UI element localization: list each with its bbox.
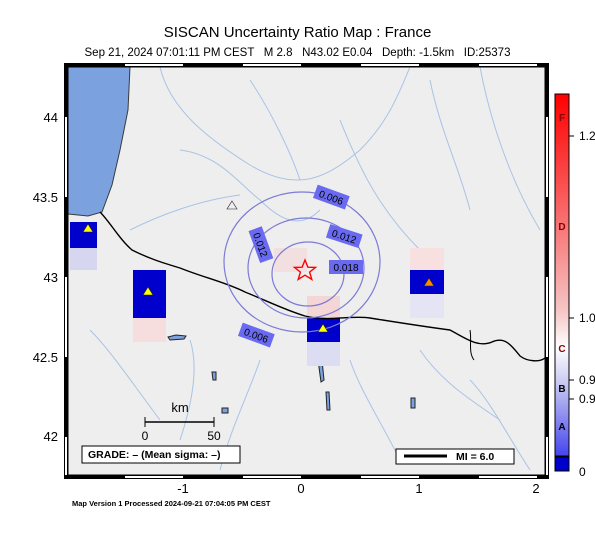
- lon-tick-label: -1: [177, 481, 189, 496]
- grade-letter: B: [558, 384, 565, 395]
- lat-tick-label: 42.5: [33, 350, 58, 365]
- station-icon[interactable]: [226, 200, 238, 210]
- scale-bar-label: km: [171, 400, 188, 415]
- sea: [68, 67, 131, 217]
- scale-bar: km 0 50: [142, 400, 221, 443]
- station-icon[interactable]: [82, 223, 94, 233]
- map-area[interactable]: 0.006 0.012 0.012 0.018 0.006: [68, 67, 545, 475]
- map-frame: [64, 63, 549, 479]
- grade-box: GRADE: – (Mean sigma: –): [81, 445, 241, 464]
- stations: [82, 200, 435, 333]
- map-title: SISCAN Uncertainty Ratio Map : France: [163, 24, 432, 41]
- lat-axis: 44 43.5 43 42.5 42: [33, 110, 58, 444]
- epicenter-star-icon[interactable]: [292, 258, 318, 281]
- lon-axis: -1 0 1 2: [177, 481, 539, 496]
- lat-tick-label: 43: [44, 270, 58, 285]
- colorbar-value: 0: [579, 465, 586, 479]
- scale-tick: 0: [142, 429, 149, 443]
- uncertainty-cells: [70, 222, 444, 366]
- event-info: Sep 21, 2024 07:01:11 PM CEST M 2.8 N43.…: [84, 47, 511, 59]
- station-icon[interactable]: [142, 286, 154, 296]
- colorbar-value: 1.2: [579, 129, 595, 143]
- mi-legend: MI = 6.0: [395, 448, 515, 465]
- lon-tick-label: 0: [297, 481, 304, 496]
- station-icon[interactable]: [423, 277, 435, 287]
- borders: [99, 211, 545, 362]
- footer-processed: Map Version 1 Processed 2024-09-21 07:04…: [72, 499, 271, 508]
- colorbar-value: 1.0: [579, 311, 595, 325]
- colorbar-value: 0.9: [579, 373, 595, 387]
- colorbar-value: 0.9: [579, 392, 595, 406]
- lon-tick-label: 1: [415, 481, 422, 496]
- scale-tick: 50: [207, 429, 221, 443]
- grade-letter: C: [558, 344, 565, 355]
- contours: [223, 191, 381, 333]
- rivers: [89, 67, 541, 471]
- grade-letter: A: [558, 422, 565, 433]
- lat-tick-label: 43.5: [33, 190, 58, 205]
- lat-tick-label: 42: [44, 429, 58, 444]
- contour-label: 0.018: [333, 263, 358, 274]
- grade-letter: F: [559, 113, 565, 124]
- colorbar: F D C B A 1.2 1.0 0.9 0.9 0: [554, 93, 595, 479]
- grade-text: GRADE: – (Mean sigma: –): [88, 449, 220, 461]
- lon-tick-label: 2: [532, 481, 539, 496]
- grade-letter: D: [558, 222, 565, 233]
- lat-tick-label: 44: [44, 110, 58, 125]
- station-icon[interactable]: [317, 323, 329, 333]
- mi-text: MI = 6.0: [456, 451, 494, 463]
